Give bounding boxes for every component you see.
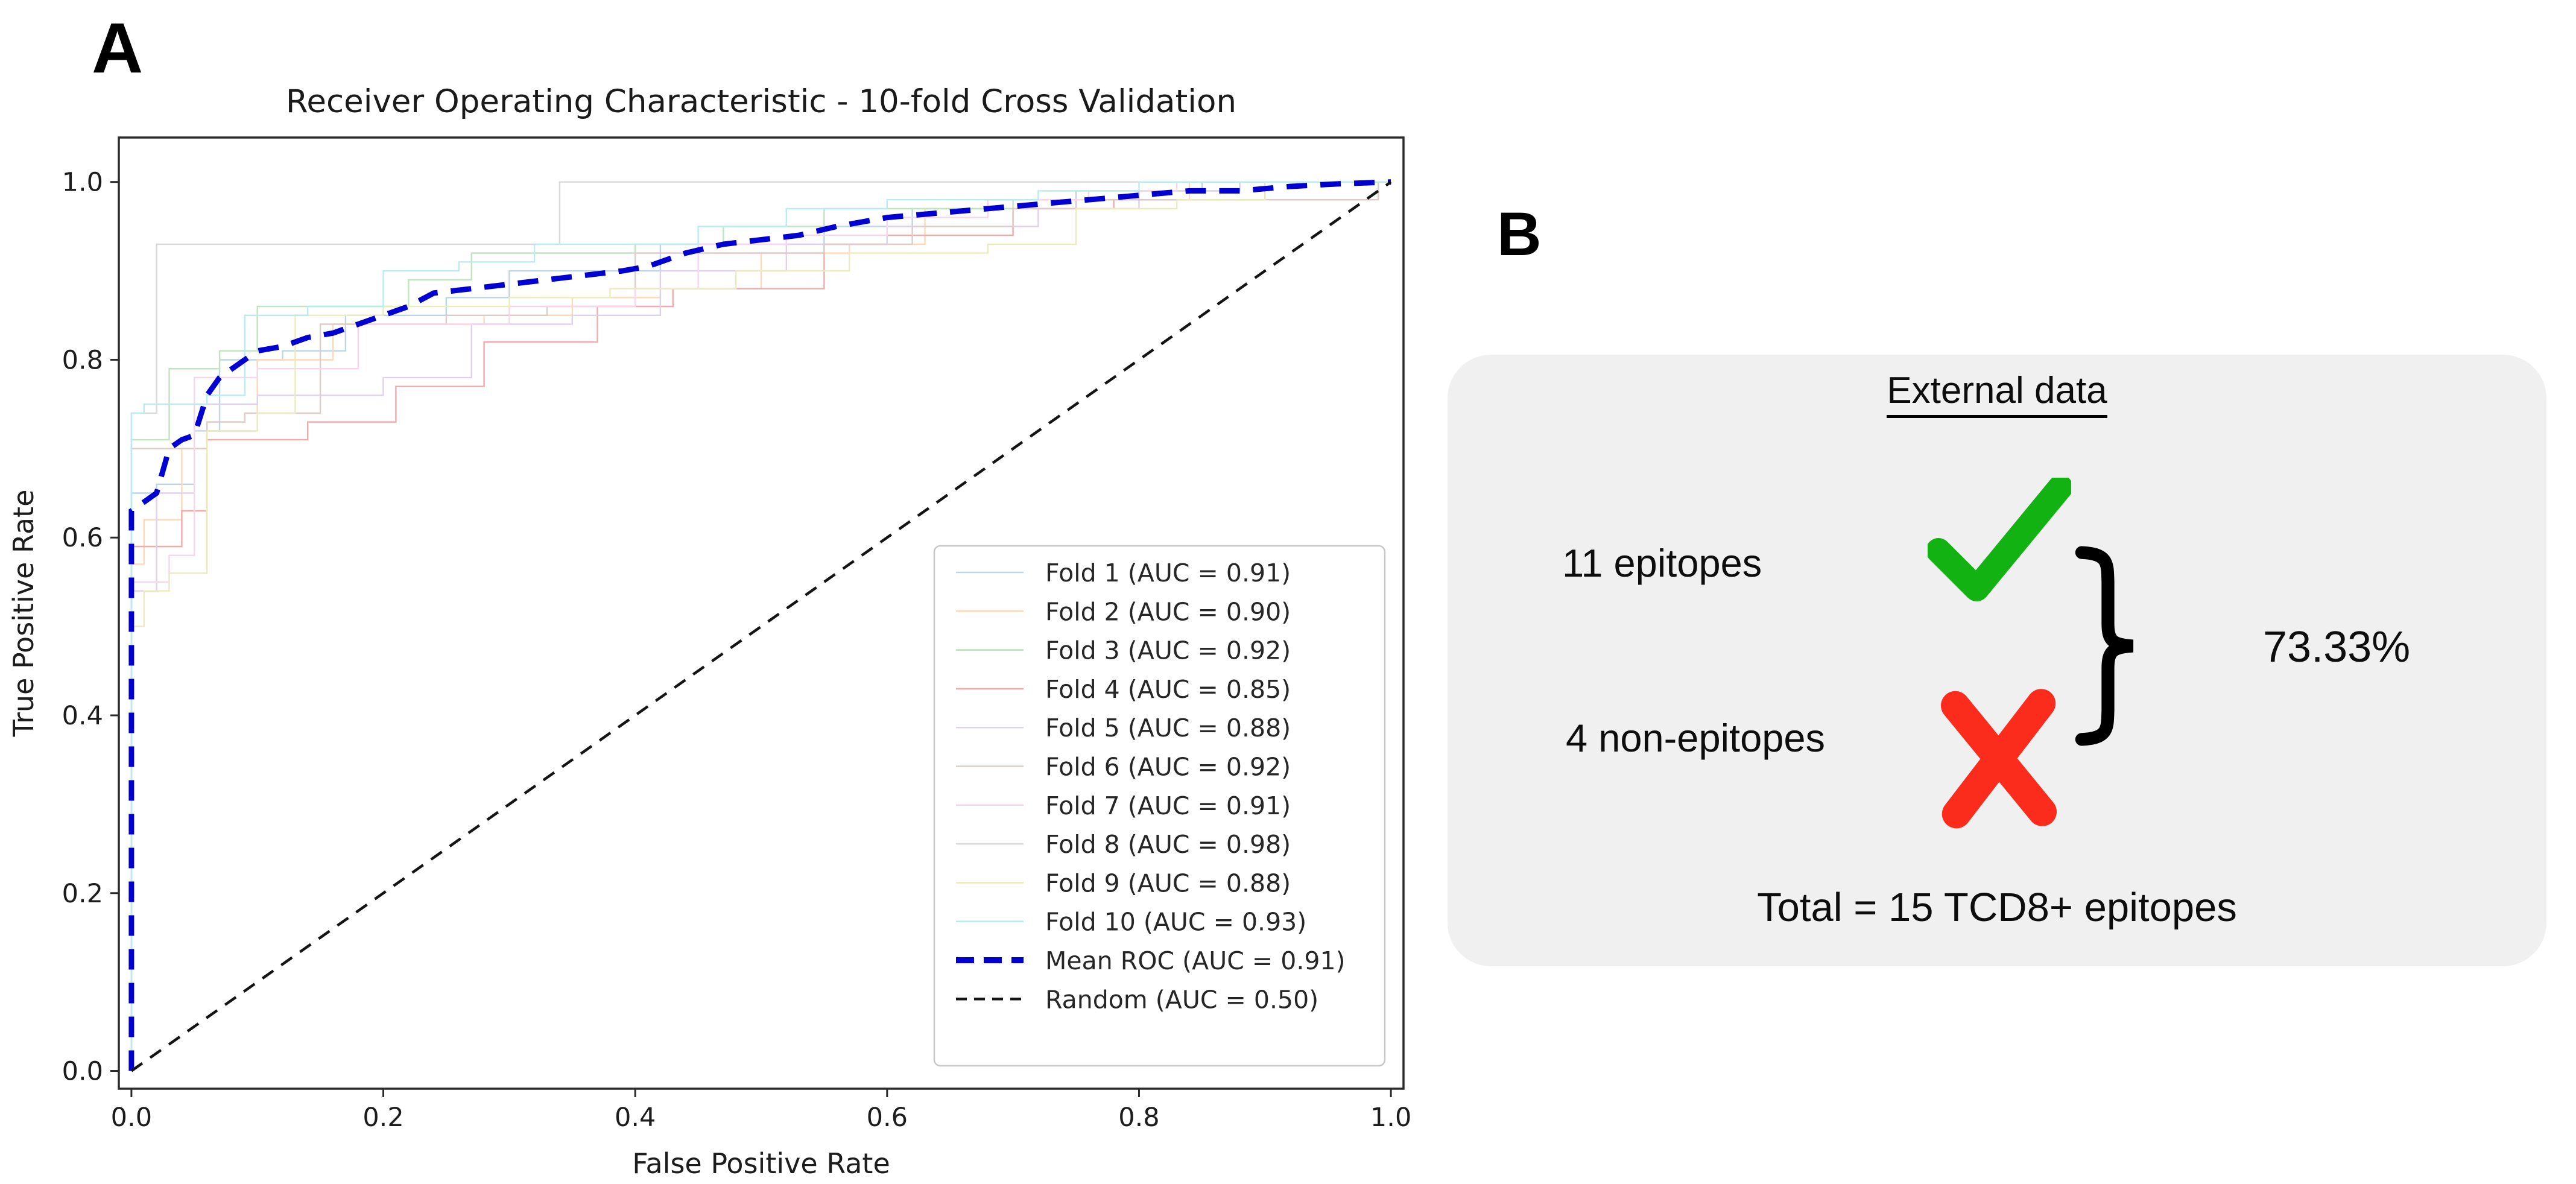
legend-label: Fold 3 (AUC = 0.92) [1045, 636, 1291, 665]
total-epitopes-label: Total = 15 TCD8+ epitopes [1757, 885, 2237, 930]
legend-box [933, 545, 1386, 1067]
chart-title: Receiver Operating Characteristic - 10-f… [285, 83, 1237, 120]
legend-label: Fold 7 (AUC = 0.91) [1045, 791, 1291, 820]
panel-b-label: B [1497, 200, 1542, 268]
y-tick-label: 0.0 [62, 1057, 103, 1087]
y-axis-label: True Positive Rate [7, 490, 40, 738]
x-tick-label: 0.4 [615, 1103, 656, 1133]
roc-chart: 0.0 0.2 0.4 0.6 0.8 1.0 0.0 0.2 0.4 0.6 0.8 1.0 Fals… [7, 136, 1411, 1180]
legend-label: Random (AUC = 0.50) [1045, 985, 1318, 1014]
x-tick-label: 0.8 [1118, 1103, 1159, 1133]
legend-label: Fold 8 (AUC = 0.98) [1045, 830, 1291, 859]
y-tick-label: 0.8 [62, 345, 103, 375]
x-axis-label: False Positive Rate [632, 1147, 890, 1180]
legend-label: Fold 1 (AUC = 0.91) [1045, 559, 1291, 587]
x-tick-label: 0.6 [867, 1103, 908, 1133]
plot-border [118, 136, 1405, 1090]
check-icon [1928, 478, 2071, 602]
legend-label: Fold 9 (AUC = 0.88) [1045, 869, 1291, 897]
non-epitopes-count-label: 4 non-epitopes [1566, 716, 1826, 760]
y-tick-label: 0.2 [62, 879, 103, 909]
brace-icon [2075, 546, 2134, 746]
x-tick-label: 1.0 [1370, 1103, 1411, 1133]
epitopes-count-label: 11 epitopes [1562, 541, 1762, 585]
accuracy-percent: 73.33% [2263, 623, 2411, 671]
y-tick-label: 0.6 [62, 523, 103, 553]
external-data-box: External data 11 epitopes 4 non-epitopes… [1448, 355, 2546, 966]
x-tick-label: 0.0 [111, 1103, 152, 1133]
external-data-title: External data [1448, 369, 2546, 418]
legend-label: Fold 4 (AUC = 0.85) [1045, 675, 1291, 704]
legend-label: Fold 10 (AUC = 0.93) [1045, 908, 1306, 937]
series-fold [130, 181, 1391, 1071]
x-tick-label: 0.2 [362, 1103, 403, 1133]
legend-label: Mean ROC (AUC = 0.91) [1045, 946, 1346, 975]
series-mean [128, 179, 1391, 1071]
legend-label: Fold 6 (AUC = 0.92) [1045, 753, 1291, 782]
y-tick-label: 1.0 [62, 168, 103, 198]
legend-label: Fold 2 (AUC = 0.90) [1045, 597, 1291, 626]
panel-a-label: A [92, 8, 144, 88]
series-fold [130, 181, 1391, 1071]
series-random [130, 180, 1392, 1072]
legend-label: Fold 5 (AUC = 0.88) [1045, 714, 1291, 742]
y-tick-label: 0.4 [62, 701, 103, 731]
cross-icon [1941, 689, 2057, 829]
